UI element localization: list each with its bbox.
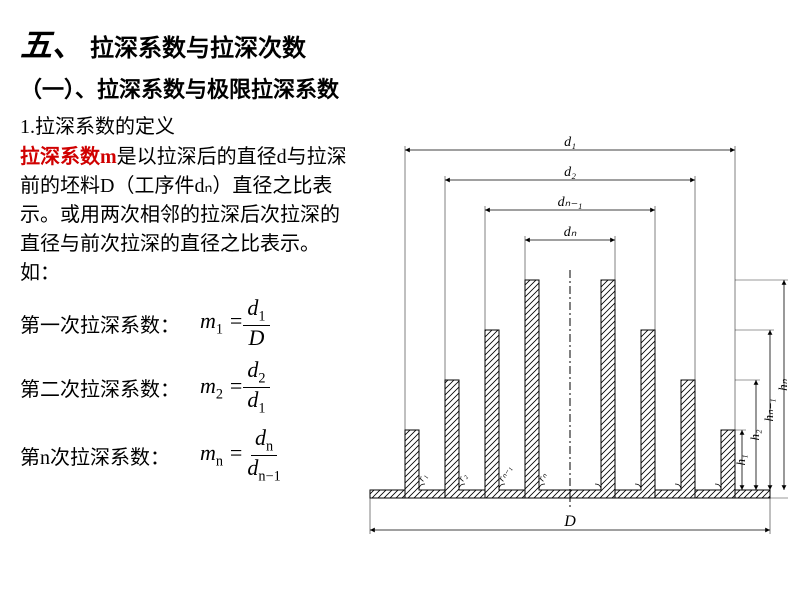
formula-2-fraction: d2 d1: [243, 358, 269, 417]
formula-1-var: m1 =: [200, 308, 243, 338]
main-title-text: 拉深系数与拉深次数: [90, 36, 306, 62]
svg-text:D: D: [563, 513, 576, 530]
main-title: 五、 拉深系数与拉深次数: [20, 20, 790, 66]
svg-text:dₙ₋₁: dₙ₋₁: [558, 195, 583, 210]
formula-n-fraction: dn dn−1: [243, 426, 284, 485]
formula-1-fraction: d1 D: [243, 296, 269, 350]
svg-text:d₁: d₁: [564, 135, 576, 150]
formula-2-label: 第二次拉深系数：: [20, 373, 200, 402]
key-term: 拉深系数m: [20, 146, 117, 168]
svg-text:dₙ: dₙ: [564, 225, 577, 240]
formula-n-label: 第n次拉深系数：: [20, 441, 200, 470]
svg-text:hₙ: hₙ: [775, 378, 790, 391]
definition-paragraph: 拉深系数m是以拉深后的直径d与拉深前的坯料D（工序件dₙ）直径之比表示。或用两次…: [20, 143, 350, 259]
section-number: 五、: [20, 27, 84, 63]
formula-1-label: 第一次拉深系数：: [20, 309, 200, 338]
formula-n-var: mn =: [200, 440, 243, 470]
svg-text:d₂: d₂: [564, 165, 576, 180]
sub-title: （一）、拉深系数与极限拉深系数: [20, 72, 790, 104]
svg-text:h₁: h₁: [733, 454, 748, 465]
formula-2-var: m2 =: [200, 373, 243, 403]
example-lead: 如：: [20, 259, 350, 288]
drawing-diagram: r₁r₂rₙ₋₁rₙd₁d₂dₙ₋₁dₙDh₁h₂hₙ₋₁hₙ: [350, 130, 790, 570]
svg-text:hₙ₋₁: hₙ₋₁: [761, 398, 776, 421]
svg-text:h₂: h₂: [747, 429, 762, 441]
